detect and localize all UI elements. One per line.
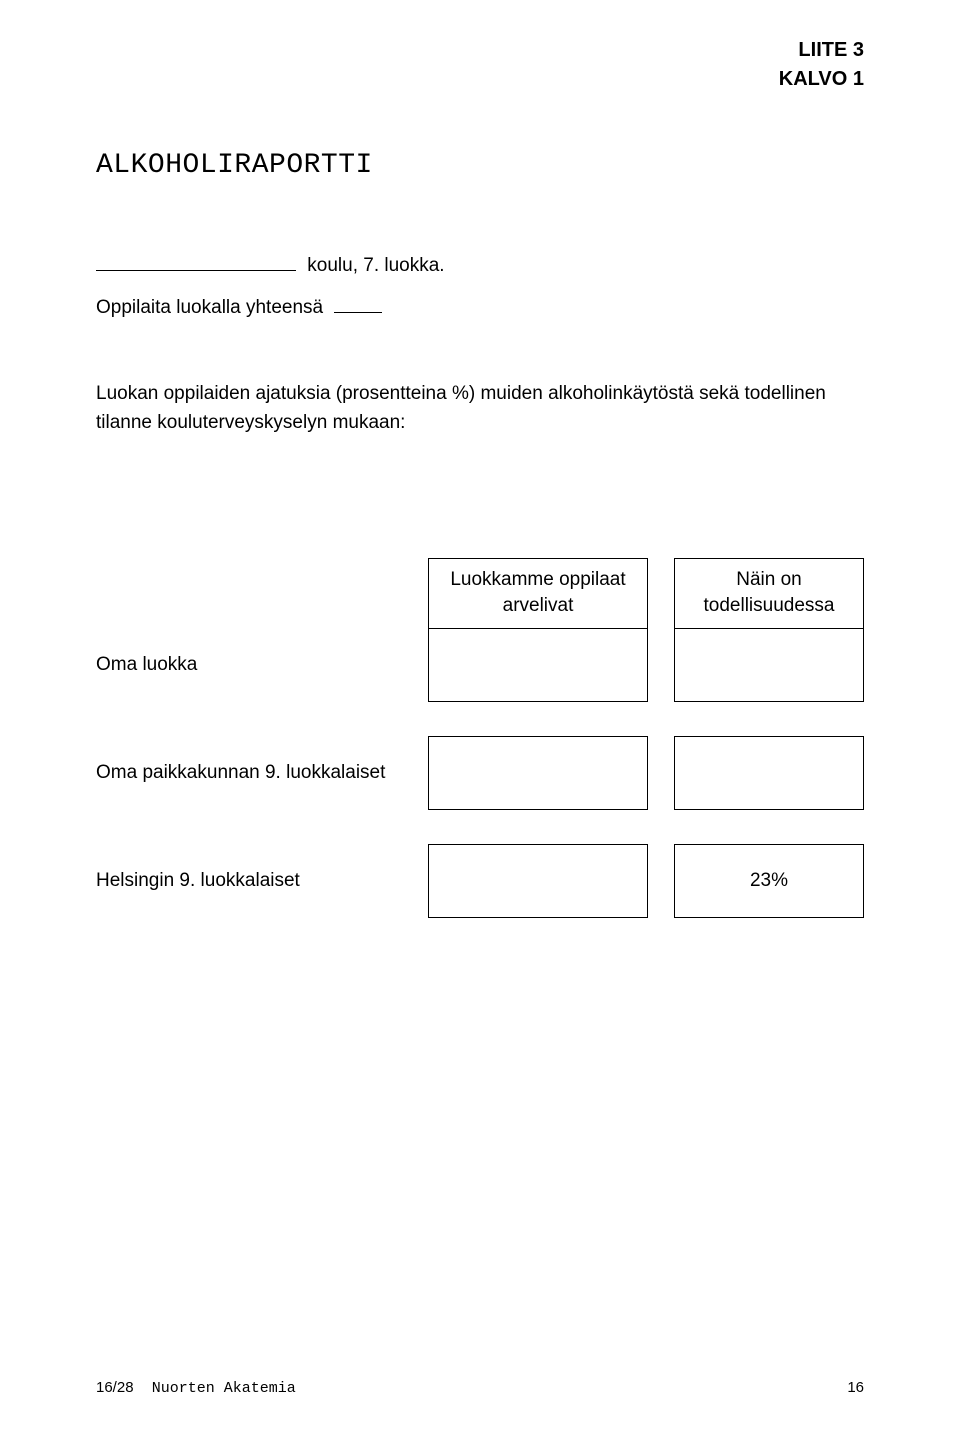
col-gap	[648, 736, 674, 810]
row-label: Oma luokka	[96, 628, 428, 702]
row-col2	[674, 628, 864, 702]
row-col1	[428, 628, 648, 702]
row-gap	[96, 810, 864, 844]
row-gap	[96, 702, 864, 736]
students-line: Oppilaita luokalla yhteensä	[96, 297, 864, 319]
row-label: Oma paikkakunnan 9. luokkalaiset	[96, 736, 428, 810]
students-blank	[334, 312, 382, 313]
header-kalvo: KALVO 1	[96, 65, 864, 94]
col2-header: Näin on todellisuudessa	[674, 558, 864, 628]
col1-header: Luokkamme oppilaat arvelivat	[428, 558, 648, 628]
page-title: ALKOHOLIRAPORTTI	[96, 150, 864, 181]
footer-source: Nuorten Akatemia	[152, 1380, 296, 1397]
footer-left: 16/28 Nuorten Akatemia	[96, 1379, 296, 1397]
students-prefix: Oppilaita luokalla yhteensä	[96, 297, 328, 318]
table-header-row: Luokkamme oppilaat arvelivat Näin on tod…	[96, 558, 864, 628]
school-blank	[96, 270, 296, 271]
row-col1	[428, 736, 648, 810]
col-gap	[648, 558, 674, 628]
row-col2	[674, 736, 864, 810]
results-table: Luokkamme oppilaat arvelivat Näin on tod…	[96, 558, 864, 918]
row-label: Helsingin 9. luokkalaiset	[96, 844, 428, 918]
row-col1	[428, 844, 648, 918]
school-line: koulu, 7. luokka.	[96, 255, 864, 277]
table-header-spacer	[96, 558, 428, 628]
page-footer: 16/28 Nuorten Akatemia 16	[96, 1379, 864, 1397]
col-gap	[648, 628, 674, 702]
intro-paragraph: Luokan oppilaiden ajatuksia (prosenttein…	[96, 379, 864, 438]
header-liite: LIITE 3	[96, 36, 864, 65]
footer-page-number: 16	[847, 1379, 864, 1396]
table-row: Oma paikkakunnan 9. luokkalaiset	[96, 736, 864, 810]
footer-page-fraction: 16/28	[96, 1379, 134, 1396]
col-gap	[648, 844, 674, 918]
header-block: LIITE 3 KALVO 1	[96, 36, 864, 94]
table-row: Helsingin 9. luokkalaiset 23%	[96, 844, 864, 918]
document-page: LIITE 3 KALVO 1 ALKOHOLIRAPORTTI koulu, …	[0, 0, 960, 1431]
table-row: Oma luokka	[96, 628, 864, 702]
row-col2: 23%	[674, 844, 864, 918]
school-suffix: koulu, 7. luokka.	[302, 255, 445, 276]
